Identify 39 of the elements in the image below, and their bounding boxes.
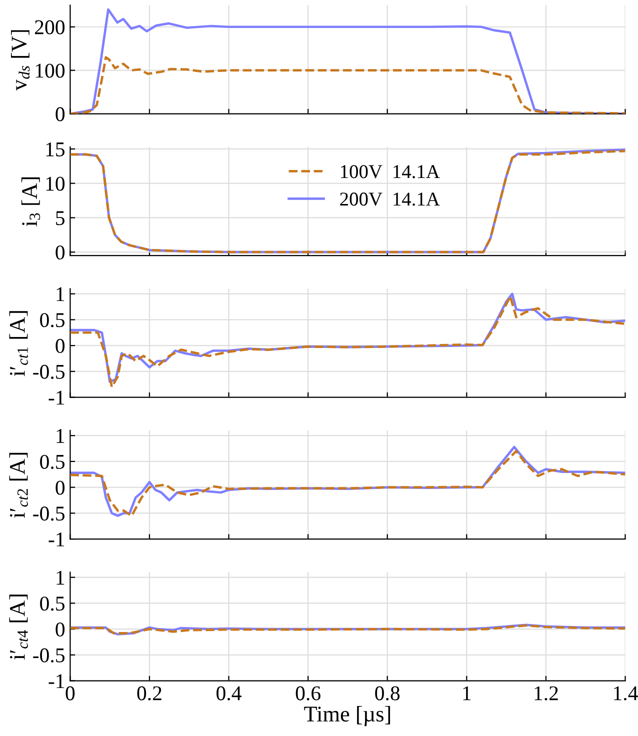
x-tick-label: 0.4 — [216, 686, 242, 700]
line-series — [70, 8, 626, 114]
y-axis-title: i′$_{ct1}$ [A] — [9, 311, 28, 376]
y-axis-title: v$_{ds}$ [V] — [11, 30, 30, 91]
y-tick-label: 1 — [56, 429, 64, 443]
x-tick-label: 1.4 — [614, 686, 638, 700]
legend-label: 100V 14.1A — [341, 165, 440, 178]
y-tick-label: 1 — [56, 287, 64, 302]
y-tick-label: 200 — [34, 20, 65, 34]
y-tick-label: -0.5 — [33, 364, 65, 379]
y-tick-label: 0.5 — [40, 596, 65, 611]
y-tick-label: 0.5 — [40, 454, 65, 469]
y-tick-label: -1 — [48, 390, 64, 405]
y-tick-label: -0.5 — [33, 506, 65, 521]
y-tick-label: -1 — [48, 532, 64, 546]
x-tick-label: 1 — [463, 686, 471, 700]
y-tick-label: 5 — [56, 211, 65, 226]
y-tick-label: 0 — [56, 245, 65, 260]
y-tick-label: 1 — [56, 570, 64, 585]
y-tick-label: 0 — [56, 622, 65, 637]
x-tick-label: 1.2 — [534, 686, 558, 700]
y-tick-label: 10 — [46, 176, 65, 191]
x-tick-label: 0.2 — [137, 686, 162, 700]
y-tick-label: -1 — [48, 674, 64, 688]
x-axis-title: Time [µs] — [304, 706, 390, 726]
y-tick-label: 0 — [56, 338, 65, 353]
y-tick-label: 0 — [56, 480, 65, 495]
legend-label: 200V 14.1A — [340, 192, 440, 206]
y-axis-title: i$_{3}$ [A] — [21, 177, 40, 226]
y-tick-label: -0.5 — [33, 648, 65, 662]
y-tick-label: 100 — [36, 64, 65, 78]
y-axis-title: i′$_{ct4}$ [A] — [9, 594, 28, 660]
y-tick-label: 15 — [46, 142, 65, 156]
y-tick-label: 0.5 — [40, 313, 65, 328]
x-tick-label: 0.8 — [375, 686, 400, 700]
x-tick-label: 0 — [66, 686, 75, 700]
y-axis-title: i′$_{ct2}$ [A] — [9, 452, 28, 518]
y-tick-label: 0 — [56, 107, 65, 122]
x-tick-label: 0.6 — [296, 686, 320, 700]
